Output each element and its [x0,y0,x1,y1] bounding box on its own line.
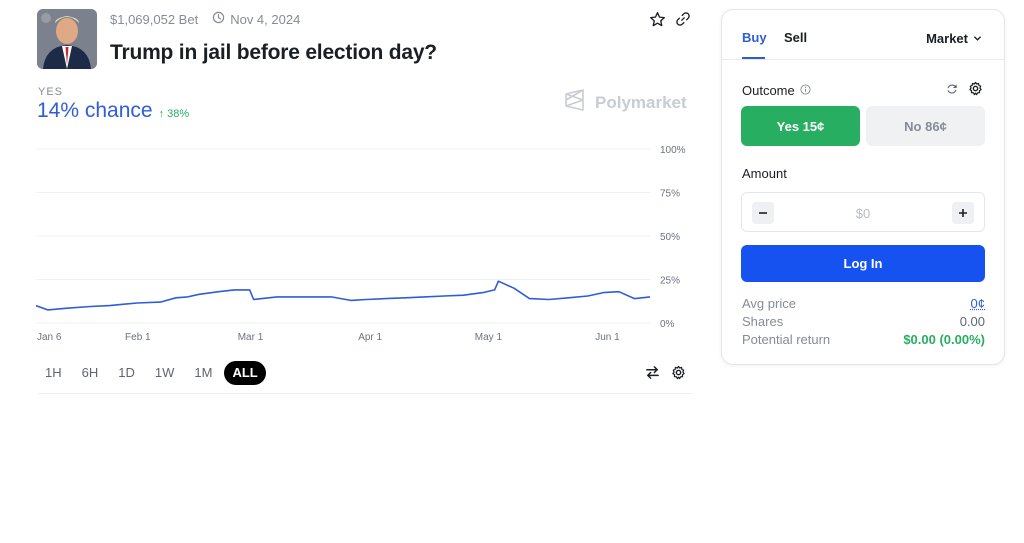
decrement-button[interactable] [752,202,774,224]
series-line [36,280,651,311]
tab-sell[interactable]: Sell [784,30,808,45]
trade-panel: Buy Sell Market Outcome Yes 15¢ No 86¢ A… [721,9,1005,365]
polymarket-logo-icon [563,88,587,117]
order-type-label: Market [926,31,968,46]
x-tick-label: May 1 [475,332,503,343]
info-icon[interactable] [800,83,811,98]
y-tick-label: 50% [660,232,680,243]
outcome-heading-text: Outcome [742,83,795,98]
outcome-label: YES [38,86,64,98]
x-tick-label: Apr 1 [358,332,382,343]
stat-shares: Shares 0.00 [742,313,985,331]
volume-text: $1,069,052 Bet [110,11,199,27]
x-tick-label: Mar 1 [238,332,264,343]
no-outcome-button[interactable]: No 86¢ [866,106,985,146]
header-actions [648,10,692,28]
y-tick-label: 0% [660,319,675,330]
x-tick-label: Feb 1 [125,332,151,343]
order-type-dropdown[interactable]: Market [926,31,982,46]
stat-value: 0.00 [959,314,985,329]
stat-avg-price: Avg price 0¢ [742,295,985,313]
x-tick-label: Jan 6 [37,332,62,343]
market-title: Trump in jail before election day? [110,41,437,64]
end-date-text: Nov 4, 2024 [230,11,301,27]
chance-row: 14% chance ↑ 38% [37,99,189,123]
trade-tabs: Buy Sell Market [722,10,1004,60]
star-icon[interactable] [648,10,666,28]
section-divider [37,393,692,394]
timeframe-1w[interactable]: 1W [154,365,175,380]
chance-change: ↑ 38% [158,108,190,120]
stat-label: Potential return [742,332,831,347]
chance-value: 14% chance [37,99,153,122]
increment-button[interactable] [952,202,974,224]
polymarket-watermark: Polymarket [563,88,687,117]
timeframe-1h[interactable]: 1H [45,365,62,380]
price-chart[interactable]: 100% 75% 50% 25% 0% Jan 6 Feb 1 Mar 1 Apr 1 May 1… [36,141,692,353]
amount-input[interactable] [782,202,944,224]
active-tab-indicator [742,57,765,59]
amount-stepper [741,192,985,232]
chart-tools [644,364,686,380]
swap-icon[interactable] [644,364,660,380]
yes-outcome-button[interactable]: Yes 15¢ [741,106,860,146]
timeframe-selector: 1H 6H 1D 1W 1M ALL [37,361,266,385]
stat-label: Avg price [742,296,796,311]
clock-icon [212,11,225,27]
outcome-tools [946,81,983,96]
end-date: Nov 4, 2024 [212,11,300,27]
stat-potential-return: Potential return $0.00 (0.00%) [742,331,985,349]
tab-buy[interactable]: Buy [742,30,767,45]
stat-value: $0.00 (0.00%) [903,332,985,347]
brand-text: Polymarket [595,92,687,112]
outcome-settings-gear-icon[interactable] [968,81,983,96]
login-button[interactable]: Log In [741,245,985,282]
x-tick-label: Jun 1 [595,332,620,343]
refresh-icon[interactable] [946,83,958,95]
timeframe-all[interactable]: ALL [224,361,266,385]
chevron-down-icon [973,31,982,46]
timeframe-1d[interactable]: 1D [118,365,135,380]
market-meta: $1,069,052 Bet Nov 4, 2024 [110,11,300,27]
outcome-heading: Outcome [742,83,811,98]
market-image [37,9,97,69]
y-tick-label: 25% [660,276,680,287]
link-icon[interactable] [674,10,692,28]
outcome-buttons: Yes 15¢ No 86¢ [741,106,985,146]
y-tick-label: 100% [660,145,686,156]
y-tick-label: 75% [660,189,680,200]
timeframe-1m[interactable]: 1M [194,365,213,380]
order-summary: Avg price 0¢ Shares 0.00 Potential retur… [742,295,985,349]
timeframe-6h[interactable]: 6H [81,365,99,380]
chart-settings-gear-icon[interactable] [670,364,686,380]
stat-value[interactable]: 0¢ [970,296,985,311]
amount-label: Amount [742,166,787,181]
stat-label: Shares [742,314,784,329]
